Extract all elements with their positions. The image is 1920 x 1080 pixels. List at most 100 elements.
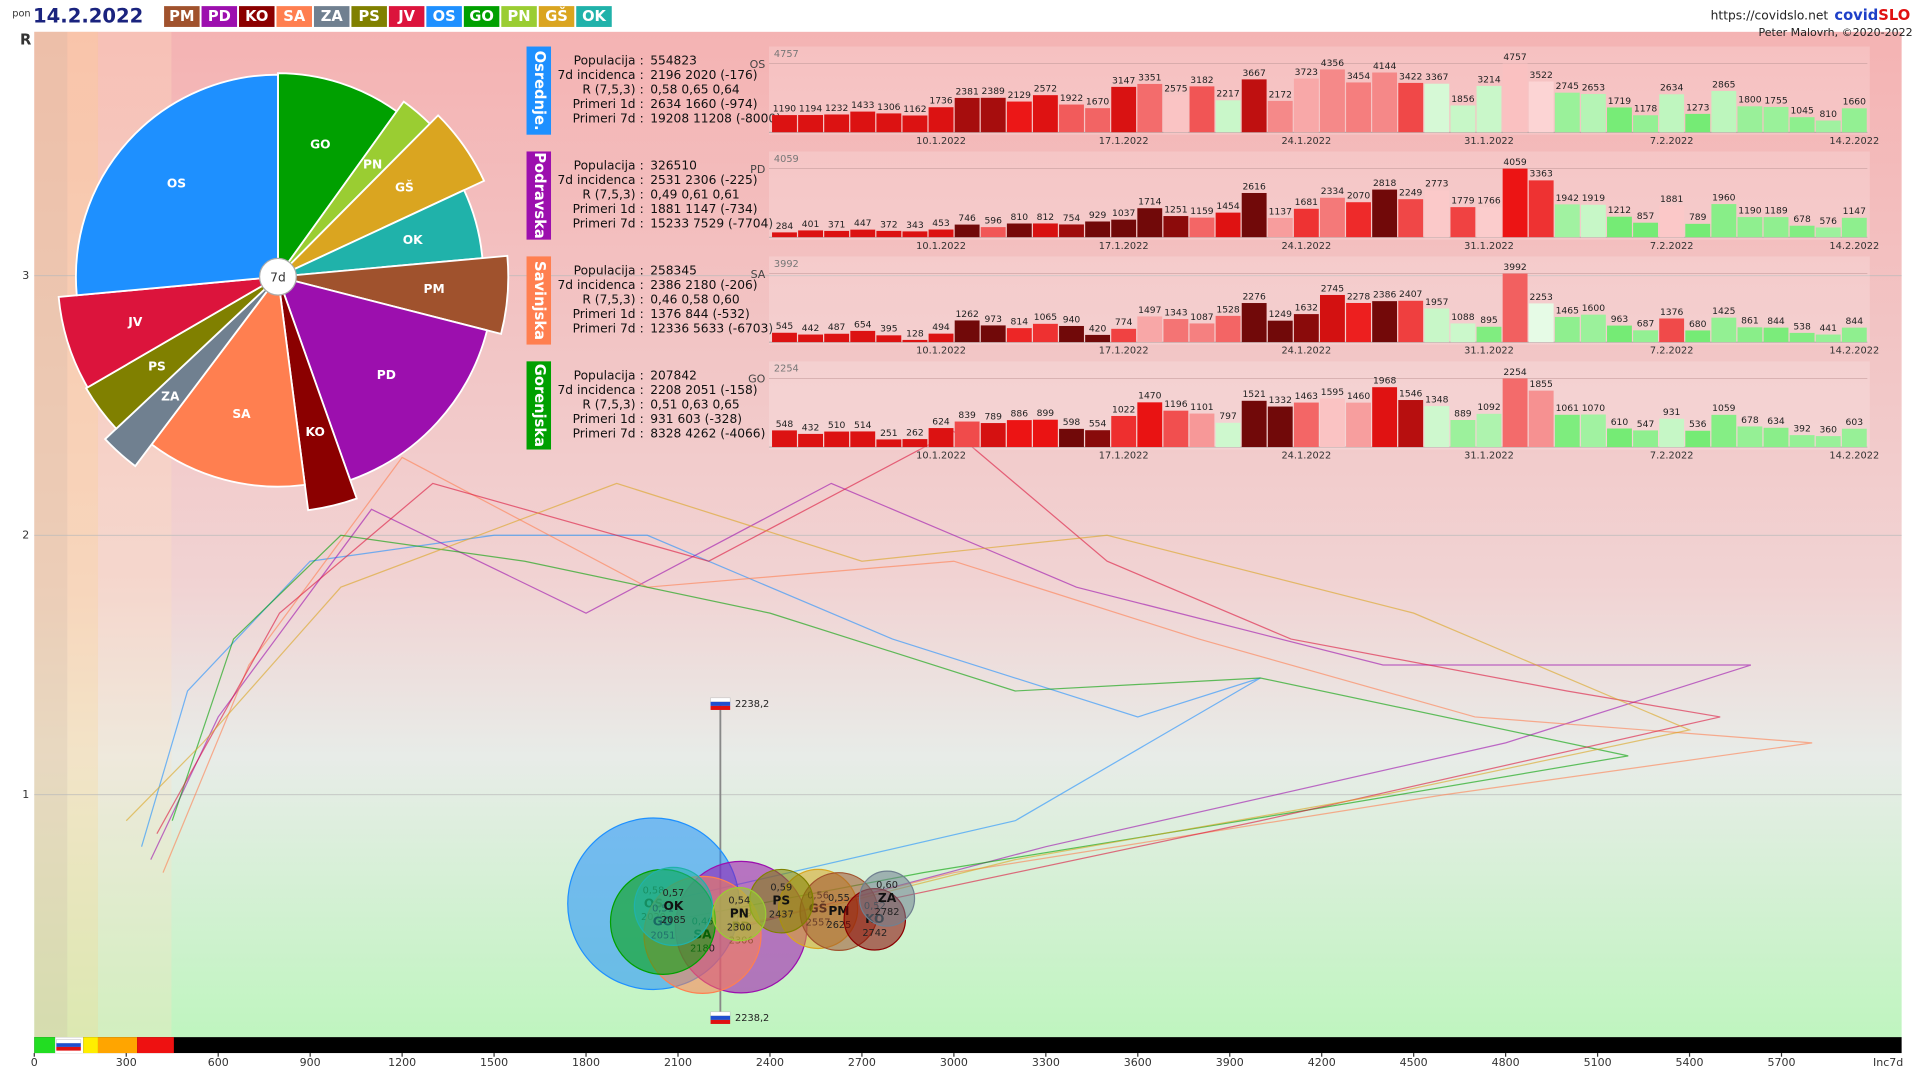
bar: [1476, 85, 1502, 133]
bar-label: 442: [802, 323, 820, 334]
x-tick-label: 5400: [1676, 1056, 1704, 1069]
stat-separator: :: [640, 188, 644, 202]
bar-label: 1881: [1660, 194, 1683, 205]
bar: [1006, 328, 1032, 343]
date-label: 17.1.2022: [1099, 451, 1149, 462]
bar: [1763, 217, 1789, 238]
bar: [1032, 223, 1058, 238]
pie-slice: [75, 73, 279, 297]
region-tag-label: PD: [208, 8, 231, 25]
stat-value: 258345: [650, 264, 697, 278]
bar: [980, 325, 1006, 343]
plot-layer: 1 2 3 R 0 300 600 900 1200 1500 1800 2100 2400 2700 30…: [20, 31, 1903, 1068]
bar-label: 1212: [1608, 205, 1631, 216]
stat-label: Primeri 7d: [573, 216, 636, 230]
bar-label: 128: [906, 328, 924, 339]
bar-label: 940: [1063, 314, 1081, 325]
bar-label: 554: [1089, 419, 1107, 430]
bar: [1241, 192, 1267, 238]
stat-separator: :: [640, 173, 644, 187]
x-tick-label: 3600: [1124, 1056, 1152, 1069]
bar-label: 2278: [1347, 291, 1371, 302]
stat-separator: :: [640, 112, 644, 126]
bar: [1320, 294, 1345, 343]
bar-label: 1736: [929, 96, 953, 107]
bar: [1241, 400, 1267, 448]
bar: [1554, 92, 1580, 133]
bar: [772, 430, 797, 448]
region-name: Gorenjska: [531, 364, 548, 447]
x-tick-label: 1500: [480, 1056, 508, 1069]
bar-label: 3454: [1347, 71, 1371, 82]
bar: [1320, 197, 1345, 238]
bar: [1841, 428, 1867, 448]
stat-value: 15233 7529 (-7704): [650, 216, 773, 230]
bar: [1476, 207, 1502, 238]
bar-label: 536: [1689, 419, 1707, 430]
bar: [1476, 326, 1502, 343]
bar: [1450, 207, 1476, 238]
bar: [1789, 332, 1815, 343]
date-label: 10.1.2022: [916, 241, 966, 252]
bar: [1085, 430, 1111, 448]
region-tag-label: ZA: [321, 8, 344, 25]
bar: [1189, 217, 1215, 238]
bubble-r-label: 0,55: [828, 893, 850, 904]
pie-slice: [277, 114, 486, 278]
x-tick-label: 2700: [848, 1056, 876, 1069]
region-badge: [526, 151, 552, 240]
region-tag: [426, 6, 462, 27]
pie-label: PD: [377, 368, 396, 382]
bar-label: 262: [906, 427, 924, 438]
date-label: 7.2.2022: [1650, 241, 1694, 252]
bar-label: 861: [1741, 316, 1759, 327]
region-badge: [526, 256, 552, 345]
bar: [1372, 72, 1398, 133]
bar-label: 1521: [1242, 389, 1265, 400]
bar: [1346, 82, 1371, 133]
stat-label: Primeri 7d: [573, 321, 636, 335]
bar: [1685, 330, 1711, 343]
bar: [1372, 189, 1398, 238]
stat-label: R (7,5,3): [582, 293, 635, 307]
bar: [902, 115, 928, 133]
x-tick-label: 4200: [1308, 1056, 1336, 1069]
bar: [1763, 106, 1789, 133]
region-tag: [463, 6, 500, 27]
bar: [954, 97, 980, 133]
bar-label: 844: [1767, 316, 1785, 327]
bar-label: 1249: [1269, 309, 1293, 320]
bar: [928, 107, 954, 133]
stat-value: 0,49 0,61 0,61: [650, 188, 740, 202]
bar-label: 634: [1767, 416, 1785, 427]
bar-label: 1425: [1712, 306, 1736, 317]
bar-label: 1159: [1190, 206, 1214, 217]
stat-separator: :: [640, 321, 644, 335]
panel-max-label: 3992: [774, 259, 799, 270]
bar-label: 1092: [1477, 402, 1500, 413]
bar: [1189, 413, 1215, 448]
region-tag: [388, 6, 425, 27]
pie-label: PS: [148, 359, 166, 373]
stat-value: 326510: [650, 159, 697, 173]
bar-label: 1454: [1216, 201, 1240, 212]
flag: [56, 1046, 81, 1051]
panel-max-label: 4757: [774, 49, 799, 60]
zone-bar: [83, 1037, 98, 1054]
bar: [1502, 168, 1528, 238]
panel-max-label: 4059: [774, 154, 799, 165]
bar-label: 1162: [903, 104, 926, 115]
trajectory: [125, 482, 1692, 910]
bar-label: 1087: [1190, 312, 1214, 323]
region-badge: [526, 46, 552, 135]
bar: [1502, 378, 1528, 448]
bar-label: 371: [828, 219, 846, 230]
bar-label: 2865: [1712, 79, 1736, 90]
bar: [772, 232, 797, 238]
bar: [928, 333, 954, 343]
stat-label: Populacija: [574, 54, 636, 68]
bar-label: 1061: [1556, 403, 1579, 414]
stat-value: 19208 11208 (-8000): [650, 112, 781, 126]
bar-label: 3147: [1112, 75, 1136, 86]
region-name: Savinjska: [531, 261, 548, 340]
